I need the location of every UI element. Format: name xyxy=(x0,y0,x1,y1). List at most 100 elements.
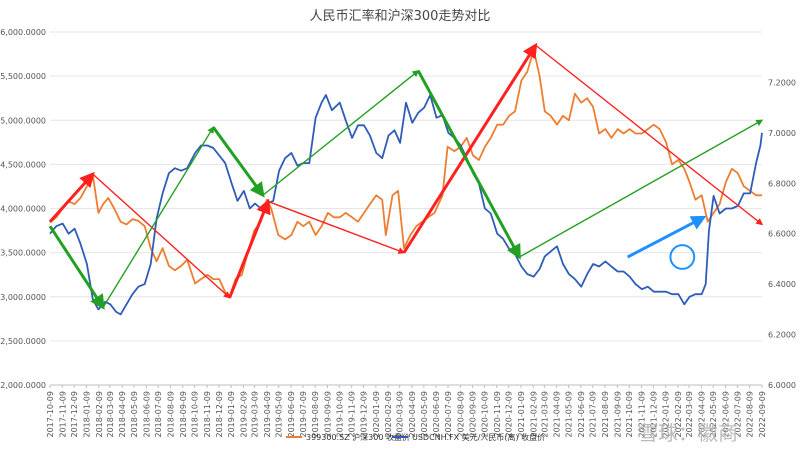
x-tick-label: 2020-12-09 xyxy=(505,391,514,438)
x-tick-label: 2020-02-09 xyxy=(384,391,393,438)
highlight-circle xyxy=(669,244,696,270)
y-left-tick-label: 5,000.0000 xyxy=(0,116,46,125)
legend-label: USDCNH.FX 美元/人民币(离) 收盘价 xyxy=(412,432,545,442)
x-tick-label: 2021-08-09 xyxy=(601,391,610,438)
trend-arrow xyxy=(92,173,231,299)
x-tick-label: 2021-11-09 xyxy=(637,391,646,438)
trend-arrow xyxy=(416,70,521,260)
y-left-tick-label: 3,000.0000 xyxy=(0,293,46,302)
x-tick-label: 2019-04-09 xyxy=(263,391,272,438)
x-tick-label: 2018-04-09 xyxy=(118,391,127,438)
y-right-tick-label: 6.0000 xyxy=(768,381,796,390)
x-tick-label: 2019-09-09 xyxy=(324,391,333,438)
x-tick-label: 2019-05-09 xyxy=(275,391,284,438)
grid-lines xyxy=(50,31,762,386)
x-tick-label: 2022-03-09 xyxy=(685,391,694,438)
x-tick-label: 2020-03-09 xyxy=(396,391,405,438)
trend-arrow xyxy=(402,42,538,254)
x-tick-label: 2019-02-09 xyxy=(239,391,248,438)
trend-arrow xyxy=(48,171,95,223)
x-tick-label: 2021-01-09 xyxy=(517,391,526,438)
series-line-usdcnh xyxy=(49,94,763,316)
x-tick-label: 2018-02-09 xyxy=(95,391,104,438)
x-tick-label: 2020-01-09 xyxy=(372,391,381,438)
series-line-csi300 xyxy=(49,48,762,298)
x-tick-label: 2019-06-09 xyxy=(287,391,296,438)
x-tick-label: 2021-10-09 xyxy=(625,391,634,438)
y-right-tick-label: 6.8000 xyxy=(768,179,796,188)
x-tick-label: 2020-07-09 xyxy=(444,391,453,438)
x-tick-label: 2018-03-09 xyxy=(106,391,115,438)
x-tick-label: 2022-04-09 xyxy=(697,391,706,438)
x-tick-label: 2019-03-09 xyxy=(251,391,260,438)
trend-arrow xyxy=(535,44,764,226)
legend-label: 399300.SZ 沪深300 收盘价 xyxy=(306,432,410,442)
x-tick-label: 2022-02-09 xyxy=(674,391,683,438)
chart-title: 人民币汇率和沪深300走势对比 xyxy=(310,8,491,24)
trend-arrow xyxy=(519,119,764,258)
x-tick-label: 2021-03-09 xyxy=(540,391,549,438)
x-tick-label: 2022-01-09 xyxy=(662,391,671,438)
x-tick-label: 2021-09-09 xyxy=(613,391,622,438)
x-tick-label: 2017-12-09 xyxy=(70,391,79,438)
watermark: 雪球：徽商 xyxy=(638,421,738,445)
y-left-tick-label: 6,000.0000 xyxy=(0,28,46,37)
trend-arrow xyxy=(267,200,406,254)
x-tick-label: 2018-12-09 xyxy=(215,391,224,438)
x-tick-label: 2019-11-09 xyxy=(348,391,357,438)
x-tick-label: 2020-05-09 xyxy=(420,391,429,438)
y-right-tick-label: 6.2000 xyxy=(768,331,796,340)
axis-layer: 2,000.0000 2,500.0000 3,000.0000 3,500.0000… xyxy=(0,28,796,438)
y-right-tick-label: 6.6000 xyxy=(768,230,796,239)
x-tick-label: 2018-10-09 xyxy=(191,391,200,438)
x-tick-label: 2020-09-09 xyxy=(469,391,478,438)
legend: 399300.SZ 沪深300 收盘价 USDCNH.FX 美元/人民币(离) 收… xyxy=(286,432,545,442)
trend-arrow xyxy=(48,225,105,310)
x-tick-label: 2018-09-09 xyxy=(179,391,188,438)
y-left-tick-label: 5,500.0000 xyxy=(0,72,46,81)
x-tick-label: 2019-12-09 xyxy=(360,391,369,438)
trend-arrow xyxy=(626,215,707,259)
y-right-tick-label: 7.2000 xyxy=(768,78,796,87)
x-tick-label: 2021-12-09 xyxy=(649,391,658,438)
x-tick-label: 2018-11-09 xyxy=(203,391,212,438)
y-left-tick-label: 3,500.0000 xyxy=(0,249,46,258)
trend-arrow xyxy=(102,126,215,308)
y-right-tick-label: 7.0000 xyxy=(768,129,796,138)
x-tick-label: 2019-01-09 xyxy=(227,391,236,438)
x-tick-label: 2017-11-09 xyxy=(58,391,67,438)
x-tick-label: 2021-06-09 xyxy=(577,391,586,438)
x-tick-label: 2022-05-09 xyxy=(709,391,718,438)
x-tick-label: 2018-08-09 xyxy=(167,391,176,438)
x-tick-label: 2020-04-09 xyxy=(408,391,417,438)
x-tick-label: 2022-06-09 xyxy=(722,391,731,438)
x-tick-label: 2019-07-09 xyxy=(299,391,308,438)
x-tick-label: 2019-10-09 xyxy=(335,391,344,438)
x-tick-label: 2020-06-09 xyxy=(432,391,441,438)
trend-arrow xyxy=(212,126,265,198)
y-left-tick-label: 2,000.0000 xyxy=(0,381,46,390)
x-tick-label: 2022-07-09 xyxy=(733,391,742,438)
x-tick-label: 2018-01-09 xyxy=(82,391,91,438)
x-tick-label: 2017-10-09 xyxy=(46,391,55,438)
x-tick-label: 2018-07-09 xyxy=(154,391,163,438)
x-tick-label: 2020-11-09 xyxy=(493,391,502,438)
x-tick-label: 2018-06-09 xyxy=(142,391,151,438)
x-tick-label: 2021-02-09 xyxy=(529,391,538,438)
trend-arrow xyxy=(228,198,271,299)
x-tick-label: 2021-04-09 xyxy=(553,391,562,438)
series-layer xyxy=(49,48,763,316)
x-tick-label: 2020-10-09 xyxy=(480,391,489,438)
x-tick-label: 2022-09-09 xyxy=(758,391,767,438)
y-right-tick-label: 6.4000 xyxy=(768,280,796,289)
x-tick-label: 2020-08-09 xyxy=(456,391,465,438)
annotation-layer xyxy=(48,42,764,310)
y-left-tick-label: 4,000.0000 xyxy=(0,205,46,214)
x-tick-label: 2022-08-09 xyxy=(746,391,755,438)
x-tick-label: 2019-08-09 xyxy=(311,391,320,438)
y-left-tick-label: 2,500.0000 xyxy=(0,337,46,346)
x-tick-label: 2021-07-09 xyxy=(589,391,598,438)
x-tick-label: 2018-05-09 xyxy=(130,391,139,438)
